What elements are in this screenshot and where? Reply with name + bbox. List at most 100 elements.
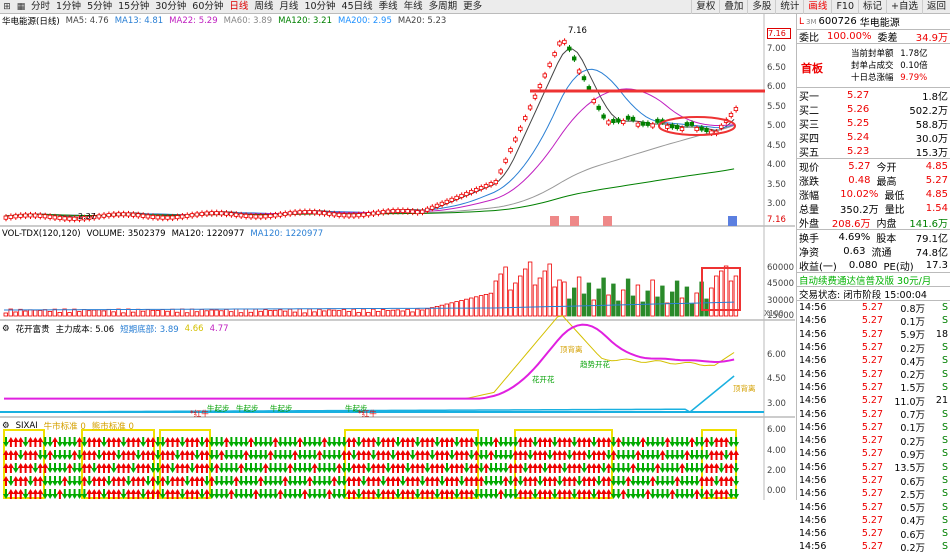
- mark-button[interactable]: 标记: [858, 0, 886, 14]
- tab-period-9[interactable]: 月线: [279, 0, 299, 12]
- statistics-button[interactable]: 统计: [775, 0, 803, 14]
- tick-side: S: [941, 488, 948, 500]
- down-arrow-icon: [512, 437, 519, 447]
- draw-line-button[interactable]: 画线: [803, 0, 831, 14]
- down-arrow-icon: [71, 437, 78, 447]
- candle-body: [508, 148, 513, 153]
- down-arrow-icon: [684, 489, 691, 499]
- tab-period-10[interactable]: 10分钟: [304, 0, 336, 12]
- tab-period-11[interactable]: 45日线: [341, 0, 373, 12]
- down-arrow-icon: [66, 450, 73, 460]
- restore-rights-button[interactable]: 复权: [691, 0, 719, 14]
- tab-period-daily[interactable]: 日线: [229, 0, 249, 12]
- buy1-price: 5.27: [847, 89, 870, 101]
- tick-price: 5.27: [861, 435, 883, 447]
- grid-icon[interactable]: ▦: [16, 1, 26, 12]
- tab-period-6[interactable]: 60分钟: [192, 0, 224, 12]
- kline-chart[interactable]: [0, 14, 795, 500]
- event-marker: [603, 216, 612, 226]
- down-arrow-icon: [458, 476, 465, 486]
- multi-stock-button[interactable]: 多股: [747, 0, 775, 14]
- up-arrow-icon: [189, 437, 196, 447]
- down-arrow-icon: [306, 437, 313, 447]
- overlay-button[interactable]: 叠加: [719, 0, 747, 14]
- up-arrow-icon: [684, 450, 691, 460]
- up-arrow-icon: [586, 476, 593, 486]
- volume-bar: [28, 309, 33, 317]
- tab-period-13[interactable]: 年线: [403, 0, 423, 12]
- volume-bar: [96, 309, 102, 317]
- tick-list[interactable]: 14:56 5.27 0.8万 S 14:56 5.27 0.1万 S 14:56 5.27 5.9…: [797, 300, 950, 554]
- up-arrow-icon: [439, 437, 446, 447]
- down-arrow-icon: [218, 437, 225, 447]
- period-toolbar: ⊞ ▦ 分时 1分钟 5分钟 15分钟 30分钟 60分钟 日线 周线 月线 1…: [0, 0, 950, 14]
- volume-bar: [503, 266, 508, 317]
- down-arrow-icon: [213, 489, 220, 499]
- back-button[interactable]: 返回: [921, 0, 950, 14]
- axis-ind-1: 6.00: [767, 350, 786, 360]
- up-arrow-icon: [7, 489, 14, 499]
- volume-bar: [380, 309, 386, 317]
- settings-icon[interactable]: ⚙: [2, 421, 10, 431]
- expand-icon[interactable]: ⊞: [3, 1, 11, 12]
- axis-six-1: 6.00: [767, 425, 786, 435]
- tab-period-14[interactable]: 多周期: [428, 0, 458, 12]
- up-arrow-icon: [12, 489, 19, 499]
- f10-button[interactable]: F10: [831, 0, 858, 14]
- add-watchlist-button[interactable]: +自选: [886, 0, 922, 14]
- tick-volume: 0.8万: [900, 303, 925, 315]
- up-arrow-icon: [105, 437, 112, 447]
- down-arrow-icon: [346, 463, 352, 473]
- up-arrow-icon: [218, 450, 225, 460]
- up-arrow-icon: [346, 476, 352, 486]
- tab-period-12[interactable]: 季线: [378, 0, 398, 12]
- up-arrow-icon: [674, 476, 681, 486]
- annotation-6: *红牛: [358, 409, 377, 418]
- up-arrow-icon: [728, 476, 735, 486]
- tick-price: 5.27: [861, 461, 883, 473]
- down-arrow-icon: [620, 437, 627, 447]
- tab-period-4[interactable]: 15分钟: [118, 0, 150, 12]
- volume-bar: [312, 311, 317, 317]
- up-arrow-icon: [189, 489, 196, 499]
- down-arrow-icon: [292, 476, 299, 486]
- up-arrow-icon: [395, 476, 401, 486]
- down-arrow-icon: [370, 450, 377, 460]
- down-arrow-icon: [625, 463, 632, 473]
- up-arrow-icon: [581, 450, 588, 460]
- up-arrow-icon: [385, 450, 392, 460]
- tab-period-8[interactable]: 周线: [254, 0, 274, 12]
- down-arrow-icon: [262, 437, 269, 447]
- down-arrow-icon: [287, 476, 294, 486]
- stat2-shares: 79.1亿: [915, 233, 948, 245]
- tab-period-1[interactable]: 分时: [31, 0, 51, 12]
- up-arrow-icon: [429, 489, 436, 499]
- tab-period-3[interactable]: 5分钟: [87, 0, 113, 12]
- up-arrow-icon: [199, 463, 205, 473]
- up-arrow-icon: [635, 450, 642, 460]
- candle-body: [47, 214, 53, 219]
- tab-period-5[interactable]: 30分钟: [155, 0, 187, 12]
- down-arrow-icon: [468, 450, 475, 460]
- down-arrow-icon: [238, 437, 245, 447]
- down-arrow-icon: [483, 450, 490, 460]
- subscription-banner[interactable]: 自动续费通达信普及版 30元/月: [797, 272, 950, 287]
- tick-side: S: [941, 355, 948, 367]
- up-arrow-icon: [203, 463, 210, 473]
- up-arrow-icon: [615, 437, 622, 447]
- up-arrow-icon: [546, 489, 553, 499]
- down-arrow-icon: [497, 437, 504, 447]
- down-arrow-icon: [649, 489, 656, 499]
- candle-body: [704, 128, 709, 133]
- gear-icon[interactable]: ⚙: [2, 324, 10, 334]
- volume-bar: [277, 309, 283, 317]
- down-arrow-icon: [282, 489, 289, 499]
- up-arrow-icon: [174, 476, 181, 486]
- volume-bar: [72, 308, 77, 317]
- tab-more[interactable]: 更多: [463, 0, 483, 12]
- tab-period-2[interactable]: 1分钟: [56, 0, 82, 12]
- chart-area[interactable]: 华电能源(日线) MA5: 4.76 MA13: 4.81 MA22: 5.29…: [0, 14, 795, 500]
- tick-row: 14:56 5.27 0.6万 S: [797, 527, 950, 541]
- up-arrow-icon: [380, 437, 387, 447]
- down-arrow-icon: [679, 437, 686, 447]
